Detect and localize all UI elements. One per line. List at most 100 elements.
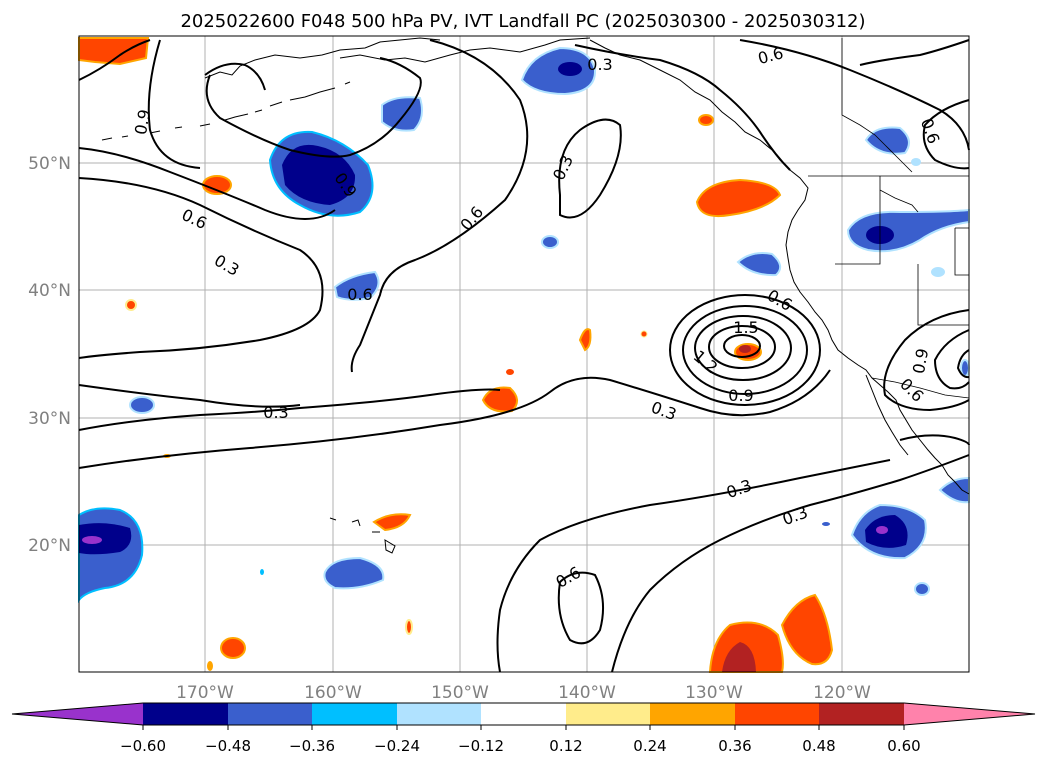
lon-label-170w: 170°W xyxy=(176,683,234,703)
contour-line xyxy=(574,44,791,171)
state-border xyxy=(835,176,881,265)
pv-positive-blob xyxy=(125,299,137,311)
colorbar-segment xyxy=(481,703,566,725)
lon-label-150w: 150°W xyxy=(431,683,489,703)
contour-line xyxy=(922,99,970,170)
pv-positive-blob xyxy=(405,619,413,635)
contour-line xyxy=(78,39,151,81)
pv-negative-blob xyxy=(822,522,830,526)
us-mexico-border xyxy=(871,377,970,399)
contour-line xyxy=(205,57,422,158)
colorbar-ticks xyxy=(142,725,905,730)
figure-title: 2025022600 F048 500 hPa PV, IVT Landfall… xyxy=(180,11,865,32)
contour-line xyxy=(78,147,336,220)
colorbar-tick-label: −0.60 xyxy=(120,737,166,755)
colorbar-segment xyxy=(735,703,819,725)
contour-line xyxy=(78,388,501,431)
latitude-labels: 50°N 40°N 30°N 20°N xyxy=(28,154,71,556)
colorbar-tick-label: −0.36 xyxy=(289,737,335,755)
lon-label-140w: 140°W xyxy=(558,683,616,703)
pv-negative-blob xyxy=(864,126,910,155)
colorbar-segment xyxy=(312,703,397,725)
pv-positive-core xyxy=(722,642,756,672)
contour-label: 0.9 xyxy=(909,347,932,375)
contour-line xyxy=(723,334,761,358)
contour-line xyxy=(956,349,970,379)
colorbar-tick-label: −0.48 xyxy=(205,737,251,755)
hawaii-islands xyxy=(329,517,396,554)
contour-line xyxy=(78,177,324,359)
map-background xyxy=(79,36,969,672)
pv-negative-core xyxy=(79,523,132,555)
colorbar-tick-labels: −0.60 −0.48 −0.36 −0.24 −0.12 0.12 0.24 … xyxy=(120,737,921,755)
contour-line xyxy=(883,309,970,412)
pv-positive-blob xyxy=(640,330,648,338)
colorbar-segment xyxy=(143,703,228,725)
contour-label: 0.6 xyxy=(347,285,372,304)
pv-negative-blob xyxy=(333,270,380,301)
pv-negative-core xyxy=(282,144,356,205)
pv-negative-blob xyxy=(381,96,423,132)
pv-positive-blob xyxy=(207,661,213,671)
colorbar-extend-low xyxy=(12,703,143,725)
pv-positive-blob xyxy=(372,513,412,532)
state-border xyxy=(917,264,969,326)
pv-negative-blob xyxy=(323,556,385,590)
colorbar-segment xyxy=(566,703,650,725)
pv-negative-blob xyxy=(129,396,155,414)
contour-line xyxy=(694,315,792,381)
pv-negative-peak xyxy=(82,536,102,544)
contour-line xyxy=(78,369,831,469)
contour-line xyxy=(350,39,529,373)
lat-label-50n: 50°N xyxy=(28,154,71,174)
contour-line xyxy=(708,325,776,369)
lon-label-160w: 160°W xyxy=(304,683,362,703)
map-frame xyxy=(78,35,970,673)
contour-line xyxy=(557,571,605,645)
contour-line xyxy=(204,62,266,91)
colorbar-tick-label: 0.12 xyxy=(549,737,582,755)
pv-positive-blob xyxy=(220,637,246,659)
lon-label-120w: 120°W xyxy=(813,683,871,703)
colorbar-segment xyxy=(819,703,904,725)
lat-label-30n: 30°N xyxy=(28,409,71,429)
colorbar-tick-label: 0.24 xyxy=(633,737,666,755)
contour-line xyxy=(558,118,622,219)
contour-label: 0.9 xyxy=(131,108,154,136)
pv-negative-blob xyxy=(914,582,930,596)
alaska-canada-border xyxy=(841,38,913,173)
alaska-coast xyxy=(204,37,441,79)
state-border xyxy=(879,189,919,213)
contour-label: 0.3 xyxy=(263,403,288,422)
contour-label: 0.9 xyxy=(728,386,753,405)
colorbar-segment xyxy=(650,703,735,725)
colorbar-segment xyxy=(397,703,481,725)
contour-label: 0.3 xyxy=(587,55,612,74)
contour-line xyxy=(682,305,808,395)
lat-label-40n: 40°N xyxy=(28,281,71,301)
pv-positive-core xyxy=(739,345,751,353)
pv-positive-blob xyxy=(578,328,592,352)
political-borders xyxy=(808,38,970,399)
state-border xyxy=(954,227,969,276)
pv-positive-blob xyxy=(695,178,782,218)
pv-negative-blob xyxy=(931,267,945,277)
southeast-alaska-coast xyxy=(589,39,970,495)
lon-label-130w: 130°W xyxy=(685,683,743,703)
map-panel: 0.9 0.3 0.6 0.3 0.6 0.9 0.3 0.6 0.6 0.3 … xyxy=(78,35,970,673)
colorbar-tick-label: −0.12 xyxy=(458,737,504,755)
longitude-labels: 170°W 160°W 150°W 140°W 130°W 120°W xyxy=(176,683,871,703)
ivt-contours xyxy=(78,39,970,673)
contour-line xyxy=(669,294,821,406)
colorbar-tick-label: 0.60 xyxy=(887,737,920,755)
contour-line xyxy=(147,39,201,169)
contour-line xyxy=(739,39,970,151)
colorbar-segment xyxy=(228,703,312,725)
contour-label: 1.5 xyxy=(733,318,758,337)
colorbar: −0.60 −0.48 −0.36 −0.24 −0.12 0.12 0.24 … xyxy=(11,702,1036,755)
pv-negative-blob xyxy=(911,158,921,166)
pv-positive-blob xyxy=(698,114,714,126)
lat-label-20n: 20°N xyxy=(28,536,71,556)
pv-positive-blob xyxy=(506,369,514,375)
